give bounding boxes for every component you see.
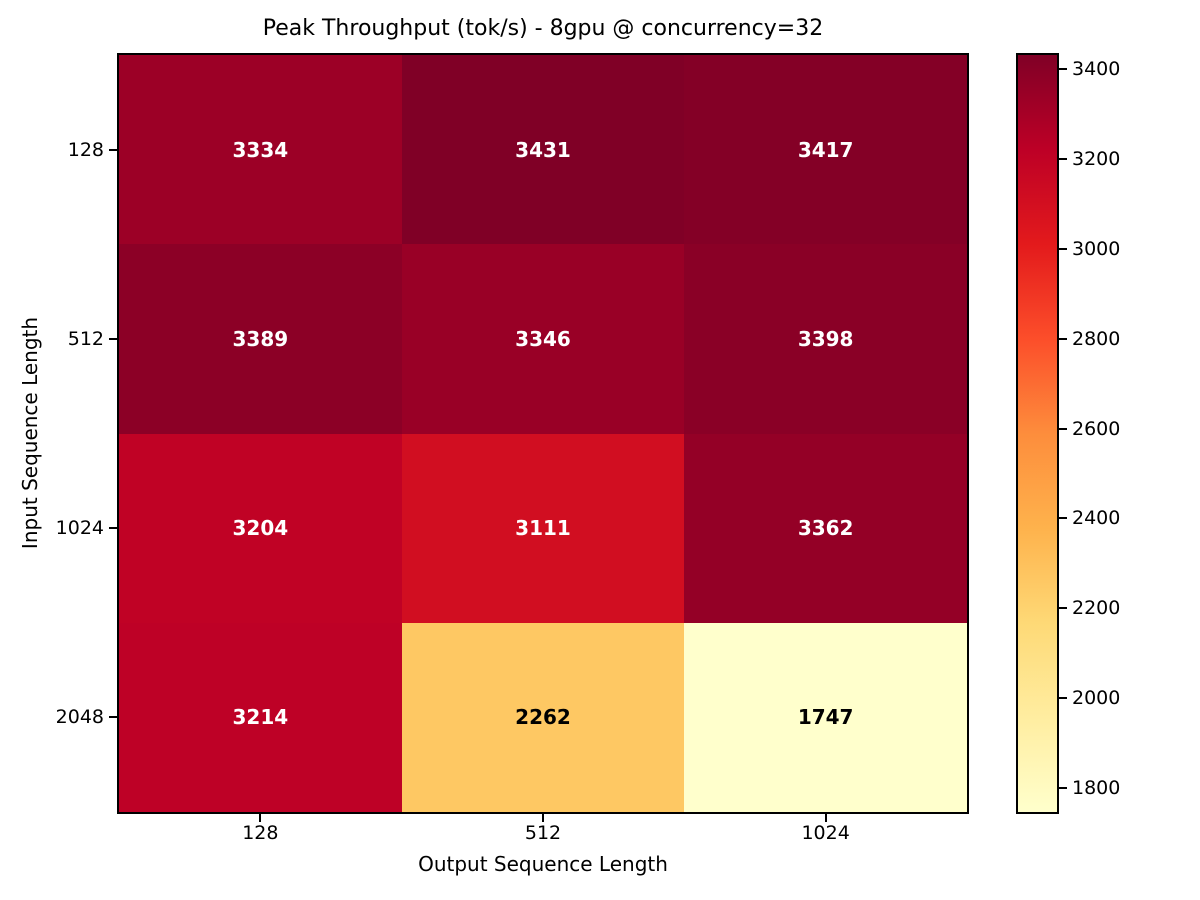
x-tick-label: 1024 bbox=[801, 822, 850, 844]
colorbar-tick-label: 3200 bbox=[1072, 147, 1121, 170]
y-tick-label: 2048 bbox=[55, 706, 104, 729]
colorbar-tick-label: 2600 bbox=[1072, 417, 1121, 440]
colorbar-tick-mark bbox=[1059, 697, 1067, 700]
colorbar-tick-mark bbox=[1059, 67, 1067, 70]
cell-value-label: 3362 bbox=[797, 516, 854, 541]
y-tick-mark bbox=[109, 148, 117, 151]
chart-title: Peak Throughput (tok/s) - 8gpu @ concurr… bbox=[262, 16, 824, 41]
colorbar-tick-label: 2200 bbox=[1072, 597, 1121, 620]
heatmap-cell: 3111 bbox=[401, 433, 685, 623]
cell-value-label: 3398 bbox=[797, 326, 854, 351]
cell-value-label: 1747 bbox=[797, 705, 854, 730]
colorbar-tick-mark bbox=[1059, 337, 1067, 340]
colorbar-tick-label: 2000 bbox=[1072, 687, 1121, 710]
colorbar-tick-mark bbox=[1059, 157, 1067, 160]
colorbar-tick-label: 2800 bbox=[1072, 327, 1121, 350]
y-tick-label: 1024 bbox=[55, 517, 104, 540]
heatmap-cell: 3417 bbox=[684, 55, 967, 245]
colorbar-tick-mark bbox=[1059, 427, 1067, 430]
cell-value-label: 3389 bbox=[232, 326, 289, 351]
colorbar-tick-mark bbox=[1059, 607, 1067, 610]
colorbar-tick-label: 1800 bbox=[1072, 777, 1121, 800]
x-tick-mark bbox=[824, 814, 827, 822]
heatmap-cell: 3431 bbox=[401, 55, 685, 245]
cell-value-label: 3204 bbox=[232, 516, 289, 541]
heatmap-cell: 3398 bbox=[684, 244, 967, 434]
heatmap-cell: 3334 bbox=[119, 55, 402, 245]
x-tick-label: 512 bbox=[524, 822, 562, 844]
colorbar-tick-mark bbox=[1059, 517, 1067, 520]
colorbar-tick-label: 2400 bbox=[1072, 507, 1121, 530]
heatmap-cell: 3346 bbox=[401, 244, 685, 434]
x-axis-label: Output Sequence Length bbox=[418, 852, 668, 876]
y-axis-label: Input Sequence Length bbox=[18, 316, 42, 550]
heatmap-cell: 3204 bbox=[119, 433, 402, 623]
y-tick-label: 512 bbox=[67, 327, 104, 350]
colorbar bbox=[1018, 55, 1057, 812]
heatmap-cell: 3389 bbox=[119, 244, 402, 434]
y-tick-label: 128 bbox=[67, 138, 104, 161]
x-tick-label: 128 bbox=[242, 822, 279, 844]
colorbar-tick-label: 3000 bbox=[1072, 237, 1121, 260]
cell-value-label: 3111 bbox=[515, 516, 571, 541]
colorbar-tick-label: 3400 bbox=[1072, 57, 1121, 80]
cell-value-label: 3346 bbox=[515, 326, 571, 351]
cell-value-label: 3431 bbox=[515, 137, 571, 162]
cell-value-label: 3214 bbox=[232, 705, 289, 730]
x-tick-mark bbox=[542, 814, 544, 822]
heatmap-cell: 3362 bbox=[684, 433, 967, 623]
cell-value-label: 3334 bbox=[232, 137, 289, 162]
colorbar-tick-mark bbox=[1059, 787, 1067, 790]
heatmap-cell: 1747 bbox=[684, 622, 967, 812]
cell-value-label: 2262 bbox=[515, 705, 571, 730]
heatmap-cell: 2262 bbox=[401, 622, 685, 812]
y-tick-mark bbox=[109, 337, 117, 340]
cell-value-label: 3417 bbox=[797, 137, 854, 162]
x-tick-mark bbox=[259, 814, 262, 822]
colorbar-tick-mark bbox=[1059, 247, 1067, 250]
heatmap-plot-area: 3334 3431 3417 3389 3346 3398 3204 3111 3362 3214… bbox=[119, 55, 967, 812]
heatmap-cell: 3214 bbox=[119, 622, 402, 812]
y-tick-mark bbox=[109, 527, 117, 530]
y-tick-mark bbox=[109, 716, 117, 719]
